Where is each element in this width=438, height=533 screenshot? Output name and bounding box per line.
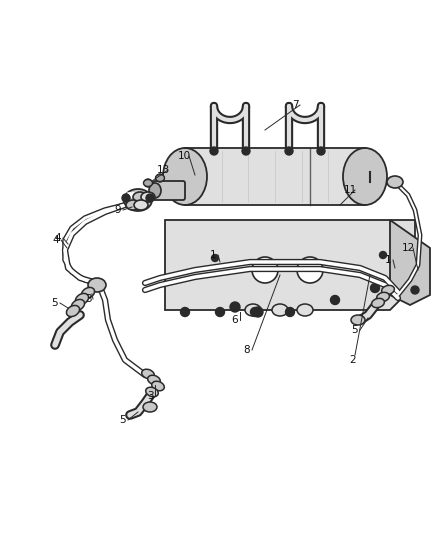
Ellipse shape <box>144 180 152 187</box>
Ellipse shape <box>88 278 106 292</box>
Text: 6: 6 <box>232 315 238 325</box>
Circle shape <box>317 147 325 155</box>
Text: 1: 1 <box>210 250 216 260</box>
Text: 4: 4 <box>53 235 59 245</box>
Ellipse shape <box>163 148 207 205</box>
Ellipse shape <box>343 148 387 205</box>
Circle shape <box>212 254 219 262</box>
Text: 3: 3 <box>85 294 91 304</box>
Circle shape <box>144 179 152 187</box>
Ellipse shape <box>387 176 403 188</box>
Circle shape <box>286 308 294 317</box>
Text: 12: 12 <box>401 243 415 253</box>
Circle shape <box>252 257 278 283</box>
Circle shape <box>156 174 164 182</box>
Circle shape <box>146 194 154 202</box>
Ellipse shape <box>143 402 157 412</box>
Ellipse shape <box>155 174 165 182</box>
Ellipse shape <box>126 200 140 210</box>
Ellipse shape <box>377 292 389 302</box>
Ellipse shape <box>141 192 155 202</box>
Circle shape <box>297 257 323 283</box>
Circle shape <box>379 252 386 259</box>
Ellipse shape <box>133 192 147 202</box>
Text: 10: 10 <box>177 151 191 161</box>
Circle shape <box>242 147 250 155</box>
Ellipse shape <box>351 315 365 325</box>
Circle shape <box>411 286 419 294</box>
Ellipse shape <box>371 298 385 308</box>
Text: 11: 11 <box>343 185 357 195</box>
Circle shape <box>122 194 130 202</box>
Polygon shape <box>185 148 365 205</box>
Ellipse shape <box>75 294 88 304</box>
Text: 7: 7 <box>292 100 298 110</box>
Text: 13: 13 <box>156 165 170 175</box>
Ellipse shape <box>146 387 158 397</box>
Text: 5: 5 <box>352 325 358 335</box>
Circle shape <box>253 307 263 317</box>
Text: 9: 9 <box>115 205 121 215</box>
Text: 2: 2 <box>350 355 356 365</box>
Ellipse shape <box>152 381 164 391</box>
Circle shape <box>251 308 259 317</box>
Circle shape <box>371 284 379 293</box>
Circle shape <box>230 302 240 312</box>
Ellipse shape <box>134 200 148 210</box>
Ellipse shape <box>142 369 154 379</box>
Ellipse shape <box>71 300 85 311</box>
Ellipse shape <box>297 304 313 316</box>
Circle shape <box>215 308 225 317</box>
Text: 5: 5 <box>52 298 58 308</box>
Polygon shape <box>165 220 415 310</box>
Text: 8: 8 <box>244 345 250 355</box>
Ellipse shape <box>381 285 394 295</box>
Text: 5: 5 <box>120 415 126 425</box>
FancyBboxPatch shape <box>153 181 185 200</box>
Circle shape <box>180 308 190 317</box>
Ellipse shape <box>149 183 161 198</box>
Polygon shape <box>390 220 430 305</box>
Ellipse shape <box>67 305 80 317</box>
Circle shape <box>285 147 293 155</box>
Text: 4: 4 <box>55 233 61 243</box>
Ellipse shape <box>148 375 160 385</box>
Ellipse shape <box>124 189 152 211</box>
Ellipse shape <box>81 287 95 298</box>
Text: 1: 1 <box>385 255 391 265</box>
Ellipse shape <box>272 304 288 316</box>
Text: 3: 3 <box>147 391 153 401</box>
Circle shape <box>210 147 218 155</box>
Ellipse shape <box>245 304 261 316</box>
Circle shape <box>331 295 339 304</box>
